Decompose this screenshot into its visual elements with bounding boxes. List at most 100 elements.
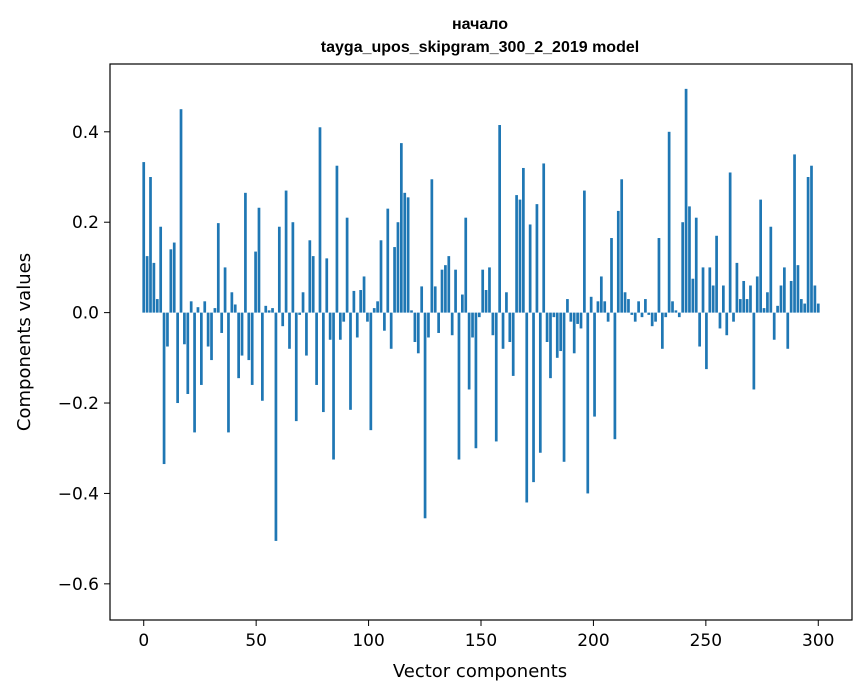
bar	[457, 312, 461, 460]
bar	[176, 312, 179, 404]
bar	[816, 303, 820, 313]
bar	[237, 312, 240, 379]
bar	[464, 217, 468, 313]
bar	[610, 238, 613, 313]
bar	[684, 88, 688, 313]
bar	[250, 312, 254, 385]
bar	[193, 312, 196, 433]
bar	[399, 143, 403, 313]
x-tick-label: 250	[690, 631, 722, 651]
bar	[423, 312, 427, 519]
y-tick-label: 0.0	[72, 304, 99, 324]
bar	[210, 312, 213, 361]
bar	[579, 312, 583, 329]
bar	[583, 190, 586, 313]
bar	[552, 312, 556, 318]
x-tick-label: 0	[138, 631, 149, 651]
bar	[427, 312, 430, 338]
bar	[288, 312, 291, 349]
bar	[620, 179, 624, 313]
bar	[762, 308, 766, 313]
bar	[359, 290, 363, 313]
bar	[518, 199, 522, 313]
bar	[437, 312, 440, 333]
bar	[644, 299, 647, 313]
bar	[664, 312, 668, 318]
bar	[708, 267, 712, 313]
bar	[372, 308, 376, 313]
bar	[149, 177, 152, 313]
bar	[254, 251, 257, 313]
bar	[311, 256, 315, 313]
bar	[742, 280, 746, 313]
bar	[603, 301, 607, 313]
bar	[335, 165, 339, 313]
bar	[284, 190, 288, 313]
bar	[562, 312, 566, 462]
bar	[203, 301, 207, 313]
bar	[616, 210, 620, 313]
x-tick-label: 50	[245, 631, 267, 651]
bar	[657, 238, 661, 313]
bar	[528, 224, 532, 313]
bar	[325, 258, 329, 313]
bar	[308, 240, 312, 313]
bar	[711, 285, 715, 313]
bar	[650, 312, 654, 327]
bar	[549, 312, 552, 379]
bar	[535, 204, 539, 313]
bar	[159, 226, 163, 313]
bar	[738, 299, 742, 313]
bar	[305, 312, 308, 356]
bar	[240, 312, 244, 356]
bar	[277, 226, 281, 313]
bar	[732, 312, 735, 322]
bar	[379, 240, 383, 313]
bar	[681, 222, 685, 313]
bar	[559, 312, 563, 352]
bar	[671, 301, 674, 313]
bar	[725, 312, 729, 336]
bar	[606, 312, 610, 322]
bar	[352, 290, 356, 313]
bar	[376, 301, 379, 313]
bar	[444, 265, 447, 313]
bar	[454, 269, 457, 313]
bar	[162, 312, 166, 465]
bar	[383, 312, 386, 331]
y-tick-label: −0.4	[58, 484, 99, 504]
bar	[196, 307, 200, 313]
bar	[630, 312, 634, 315]
bar	[728, 172, 732, 313]
bar	[450, 312, 454, 336]
bar	[155, 299, 159, 313]
bar	[264, 305, 268, 313]
y-tick-label: −0.6	[58, 575, 99, 595]
bar-series	[142, 88, 820, 541]
bar	[494, 312, 498, 442]
x-tick-label: 150	[465, 631, 497, 651]
bar	[542, 163, 546, 313]
bar	[369, 312, 373, 431]
bar	[467, 312, 471, 390]
bar	[772, 312, 776, 340]
bar	[481, 269, 485, 313]
bar	[389, 312, 393, 349]
bar	[355, 312, 359, 338]
bar	[701, 267, 705, 313]
bar	[596, 301, 600, 313]
bar	[433, 286, 437, 313]
bar	[538, 312, 542, 453]
bar	[522, 167, 525, 313]
bar	[796, 265, 800, 313]
bar	[779, 285, 783, 313]
bar	[705, 312, 708, 370]
chart-title-line-1: начало	[452, 16, 508, 33]
bar	[501, 312, 505, 349]
bar	[349, 312, 352, 410]
bar	[332, 312, 335, 460]
bar	[281, 312, 285, 327]
bar	[328, 312, 332, 340]
bar	[545, 312, 549, 342]
bar	[294, 312, 298, 422]
